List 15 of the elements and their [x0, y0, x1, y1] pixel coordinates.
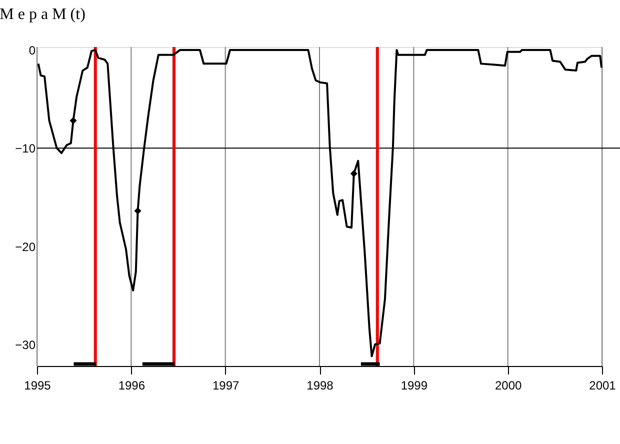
x-tick-label: 1995	[24, 378, 52, 392]
point	[350, 170, 358, 178]
y-tick-label: −20	[15, 240, 36, 254]
x-tick-label: 2001	[589, 378, 616, 392]
x-tick-label: 2000	[494, 378, 522, 392]
y-tick-label: −30	[15, 338, 36, 352]
x-tick-label: 1999	[400, 378, 428, 392]
y-tick-label: 0	[28, 43, 36, 58]
x-tick-label: 1998	[306, 378, 334, 392]
x-tick-label: 1996	[118, 378, 146, 392]
chart-title: М е р а M (t)	[0, 6, 86, 23]
y-tick-label: −10	[15, 142, 36, 156]
point	[134, 207, 142, 214]
x-tick-label: 1997	[212, 378, 240, 392]
point	[70, 117, 77, 124]
